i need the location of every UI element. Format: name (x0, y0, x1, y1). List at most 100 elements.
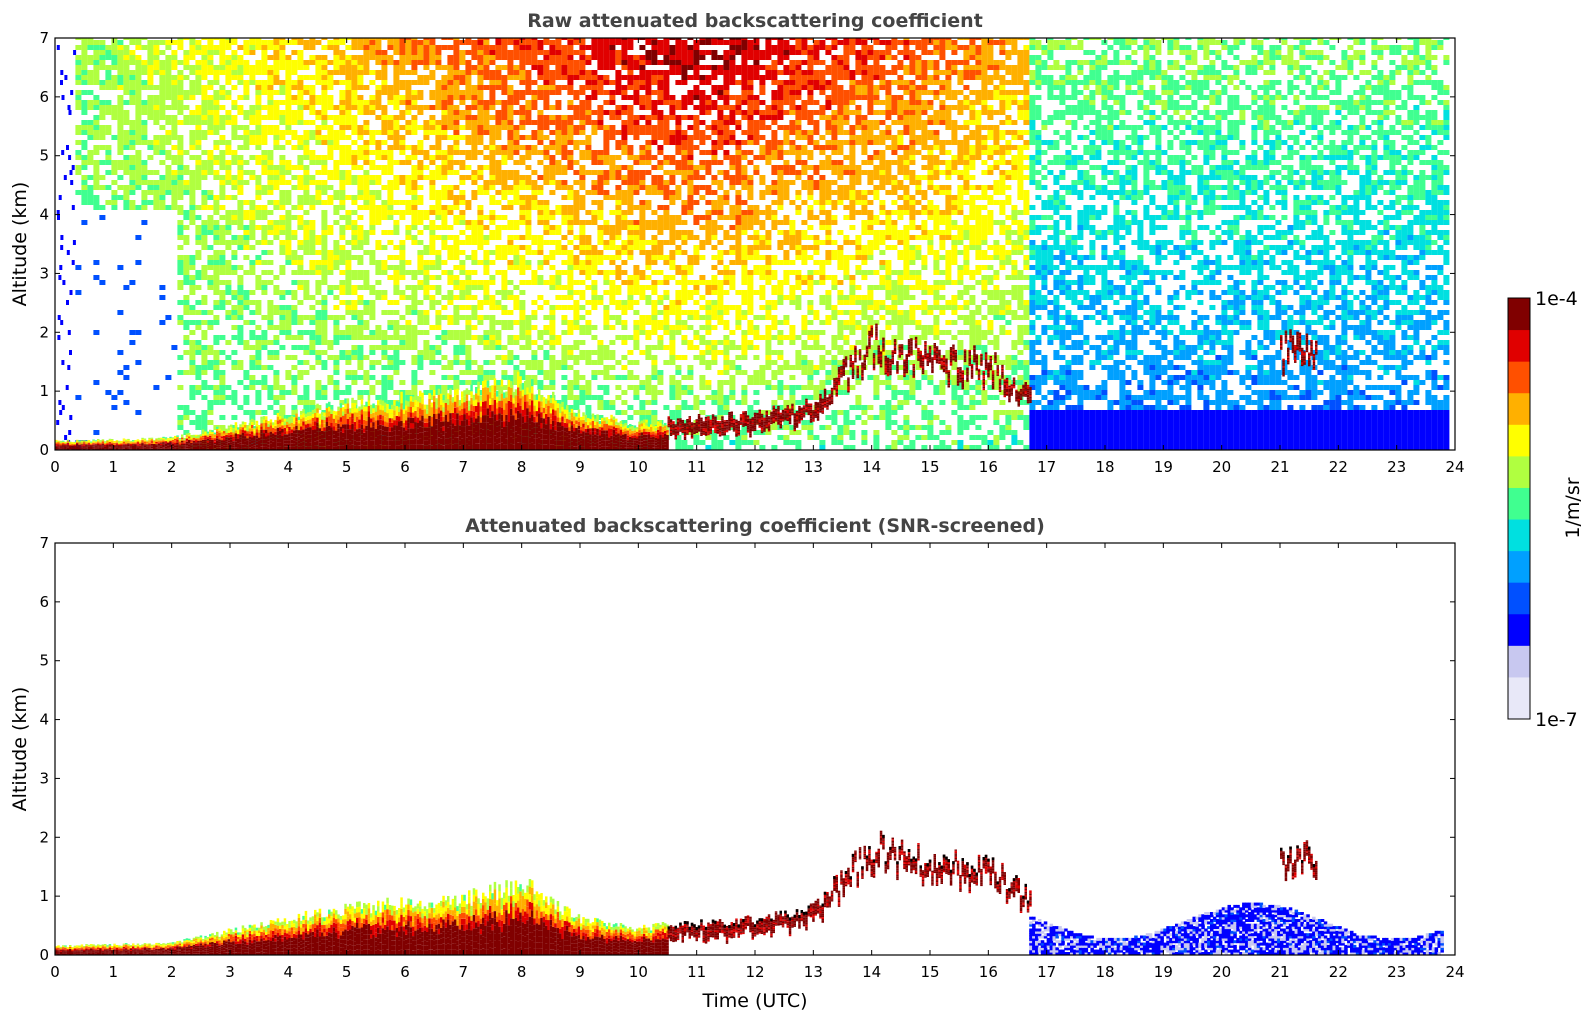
noise-cell (237, 365, 244, 370)
noise-cell (615, 235, 622, 240)
noise-cell (267, 300, 274, 305)
noise-cell (399, 110, 406, 115)
noise-cell (429, 170, 436, 175)
noise-cell (93, 65, 100, 70)
noise-cell (291, 255, 298, 260)
noise-cell (93, 60, 100, 65)
noise-cell (201, 230, 208, 235)
noise-cell (657, 175, 664, 180)
noise-cell (471, 325, 478, 330)
noise-cell (453, 360, 460, 365)
noise-cell (477, 225, 484, 230)
noise-cell (483, 70, 490, 75)
noise-cell (321, 190, 328, 195)
noise-cell (615, 40, 622, 45)
noise-cell (519, 320, 526, 325)
noise-cell (339, 205, 346, 210)
noise-cell (477, 220, 484, 225)
noise-cell (267, 100, 274, 105)
noise-cell (393, 365, 400, 370)
noise-cell (489, 80, 496, 85)
noise-cell (597, 175, 604, 180)
noise-cell (537, 45, 544, 50)
noise-cell (477, 365, 484, 370)
noise-cell (627, 70, 634, 75)
noise-cell (561, 60, 568, 65)
noise-cell (519, 330, 526, 335)
noise-cell (471, 220, 478, 225)
noise-cell (219, 165, 226, 170)
noise-cell (501, 360, 508, 365)
noise-cell (255, 240, 262, 245)
noise-cell (429, 125, 436, 130)
noise-cell (273, 375, 280, 380)
noise-cell (531, 310, 538, 315)
noise-cell (405, 295, 412, 300)
noise-cell (363, 355, 370, 360)
noise-cell (669, 255, 676, 260)
noise-cell (399, 60, 406, 65)
noise-cell (423, 125, 430, 130)
noise-cell (363, 240, 370, 245)
noise-cell (177, 75, 184, 80)
noise-cell (435, 260, 442, 265)
noise-cell (303, 395, 310, 400)
noise-cell (243, 340, 250, 345)
noise-cell (375, 165, 382, 170)
noise-cell (531, 350, 538, 355)
noise-cell (423, 45, 430, 50)
noise-cell (87, 40, 94, 45)
noise-cell (201, 190, 208, 195)
noise-cell (219, 105, 226, 110)
noise-cell (633, 395, 640, 400)
noise-cell (687, 255, 694, 260)
noise-cell (189, 220, 196, 225)
noise-cell (231, 185, 238, 190)
noise-cell (327, 185, 334, 190)
noise-cell (381, 215, 388, 220)
noise-cell (645, 205, 652, 210)
noise-cell (417, 265, 424, 270)
noise-cell (507, 150, 514, 155)
noise-cell (435, 325, 442, 330)
noise-cell (201, 370, 208, 375)
noise-cell (171, 130, 178, 135)
noise-cell (309, 150, 316, 155)
noise-cell (627, 370, 634, 375)
noise-cell (429, 250, 436, 255)
noise-cell (213, 130, 220, 135)
noise-cell (657, 145, 664, 150)
noise-cell (423, 315, 430, 320)
noise-cell (213, 355, 220, 360)
noise-cell (339, 50, 346, 55)
noise-cell (579, 225, 586, 230)
noise-cell (351, 290, 358, 295)
noise-cell (291, 230, 298, 235)
noise-cell (375, 180, 382, 185)
noise-cell (201, 175, 208, 180)
noise-cell (393, 370, 400, 375)
noise-cell (525, 205, 532, 210)
noise-cell (315, 280, 322, 285)
noise-cell (603, 175, 610, 180)
noise-cell (537, 120, 544, 125)
noise-cell (93, 75, 100, 80)
noise-cell (495, 200, 502, 205)
noise-cell (507, 250, 514, 255)
noise-cell (447, 120, 454, 125)
noise-cell (135, 45, 142, 50)
noise-cell (93, 145, 100, 150)
noise-cell (357, 145, 364, 150)
noise-cell (267, 175, 274, 180)
noise-cell (459, 125, 466, 130)
noise-cell (291, 310, 298, 315)
noise-cell (363, 280, 370, 285)
noise-cell (387, 190, 394, 195)
noise-cell (567, 85, 574, 90)
noise-cell (573, 320, 580, 325)
noise-cell (165, 150, 172, 155)
noise-cell (363, 180, 370, 185)
noise-cell (147, 140, 154, 145)
noise-cell (345, 225, 352, 230)
noise-cell (321, 340, 328, 345)
